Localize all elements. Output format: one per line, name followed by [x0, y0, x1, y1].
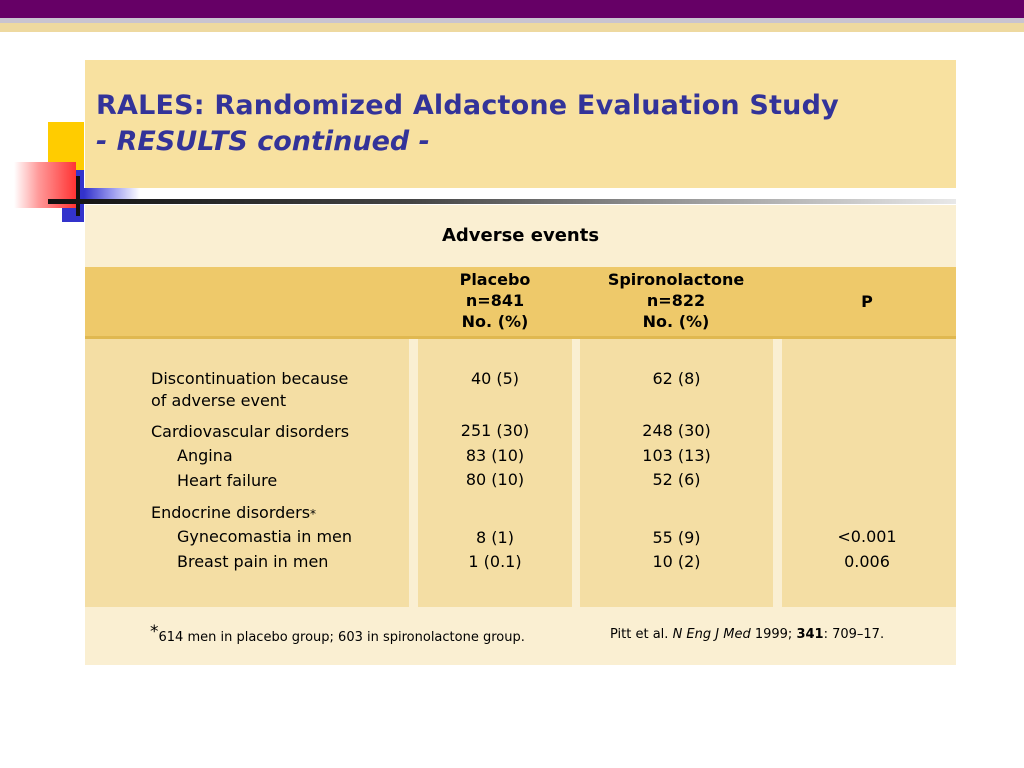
cell-breast-pain-p: 0.006: [844, 552, 890, 571]
citation-year: 1999;: [750, 627, 797, 642]
top-bar-purple: [0, 0, 1024, 18]
slide-subtitle: - RESULTS continued -: [96, 126, 430, 157]
cell-discontinuation-placebo: 40 (5): [470, 369, 520, 388]
decor-blue-fade: [84, 188, 140, 202]
header-placebo-unit: No. (%): [461, 312, 529, 331]
row-label-angina: Angina: [177, 446, 233, 465]
footnote: *614 men in placebo group; 603 in spiron…: [150, 622, 525, 645]
cell-cardio-placebo: 251 (30): [460, 421, 530, 440]
table-col-spiro: [580, 339, 773, 607]
title-panel: [85, 60, 956, 188]
row-label-endocrine: Endocrine disorders*: [151, 503, 316, 522]
citation-pages: : 709–17.: [823, 627, 885, 642]
table-col-labels: [85, 339, 409, 607]
row-label-gynecomastia: Gynecomastia in men: [177, 527, 353, 546]
header-spiro-unit: No. (%): [642, 312, 710, 331]
header-placebo-n: n=841: [465, 291, 525, 310]
cell-gynecomastia-spiro: 55 (9): [652, 528, 701, 547]
cell-gynecomastia-p: <0.001: [837, 527, 897, 546]
decor-vertical-line: [76, 176, 80, 216]
citation-journal: N Eng J Med: [672, 627, 751, 642]
table-col-placebo: [418, 339, 572, 607]
cell-gynecomastia-placebo: 8 (1): [476, 528, 514, 547]
table-col-p: [782, 339, 956, 607]
row-label-breast-pain: Breast pain in men: [177, 552, 329, 571]
header-spironolactone: Spironolactone n=822 No. (%): [580, 269, 772, 332]
slide-title: RALES: Randomized Aldactone Evaluation S…: [96, 90, 839, 121]
table-caption: Adverse events: [441, 225, 600, 246]
row-label-discontinuation-1: Discontinuation because: [151, 369, 349, 388]
footnote-star: *: [150, 622, 159, 642]
citation-volume: 341: [796, 627, 824, 642]
row-label-cardiovascular: Cardiovascular disorders: [151, 422, 350, 441]
cell-heart-failure-spiro: 52 (6): [652, 470, 701, 489]
citation-authors: Pitt et al.: [610, 627, 673, 642]
header-placebo-name: Placebo: [459, 270, 531, 289]
cell-breast-pain-spiro: 10 (2): [652, 552, 701, 571]
top-bar-gray: [0, 18, 1024, 23]
cell-angina-spiro: 103 (13): [642, 446, 711, 465]
title-divider-line: [48, 199, 956, 204]
cell-cardio-spiro: 248 (30): [642, 421, 711, 440]
row-label-heart-failure: Heart failure: [177, 471, 278, 490]
cell-angina-placebo: 83 (10): [465, 446, 525, 465]
top-bar-tan: [0, 23, 1024, 32]
table-header-band: [85, 267, 956, 339]
footnote-text: 614 men in placebo group; 603 in spirono…: [158, 630, 525, 645]
header-placebo: Placebo n=841 No. (%): [420, 269, 570, 332]
header-p-value: P: [861, 292, 873, 311]
row-label-endocrine-text: Endocrine disorders: [151, 503, 311, 522]
footnote-marker: *: [310, 507, 317, 521]
citation: Pitt et al. N Eng J Med 1999; 341: 709–1…: [610, 627, 884, 642]
header-spiro-name: Spironolactone: [607, 270, 745, 289]
row-label-discontinuation-2: of adverse event: [151, 391, 287, 410]
header-spiro-n: n=822: [646, 291, 706, 310]
cell-discontinuation-spiro: 62 (8): [652, 369, 701, 388]
cell-heart-failure-placebo: 80 (10): [465, 470, 525, 489]
cell-breast-pain-placebo: 1 (0.1): [468, 552, 522, 571]
